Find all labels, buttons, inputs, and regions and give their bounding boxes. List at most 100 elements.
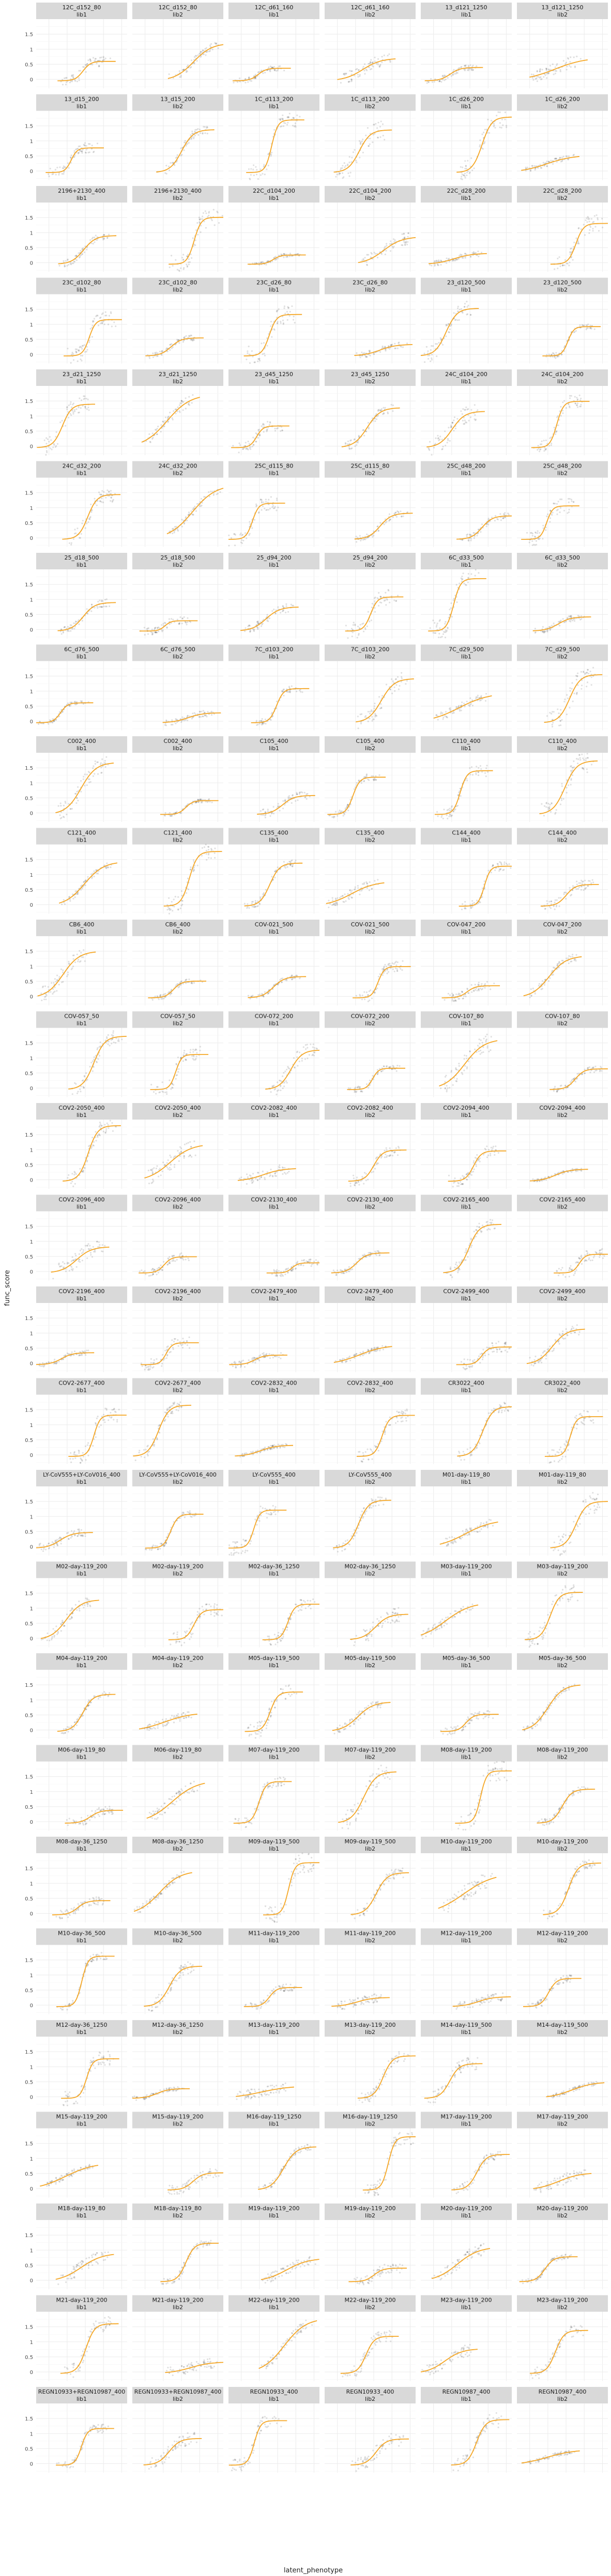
observation-point xyxy=(248,76,250,79)
observation-point xyxy=(373,123,375,126)
y-tick-label: 1 xyxy=(30,781,33,786)
observation-point xyxy=(380,253,383,255)
observation-point xyxy=(401,233,403,235)
observation-point xyxy=(438,81,440,83)
observation-point xyxy=(88,781,90,783)
observation-point xyxy=(480,768,482,770)
observation-point xyxy=(230,537,233,539)
observation-point xyxy=(76,348,78,350)
observation-point xyxy=(60,805,62,807)
observation-point xyxy=(96,605,98,607)
observation-point xyxy=(263,424,265,426)
observation-point xyxy=(378,774,380,776)
observation-point xyxy=(45,447,48,449)
facet-strip-title: 6C_d33_500 xyxy=(449,554,484,561)
observation-point xyxy=(453,416,456,418)
facet-strip-library: lib2 xyxy=(173,287,183,293)
observation-point xyxy=(288,797,291,799)
observation-point xyxy=(55,436,57,438)
observation-point xyxy=(194,505,196,508)
observation-point xyxy=(276,311,278,313)
observation-point xyxy=(52,722,54,724)
observation-point xyxy=(463,423,465,425)
observation-point xyxy=(71,702,73,704)
observation-point xyxy=(560,619,562,622)
observation-point xyxy=(388,345,390,347)
observation-point xyxy=(192,712,194,715)
facet-strip-title: 22C_d104_200 xyxy=(349,188,391,194)
observation-point xyxy=(395,600,398,602)
observation-point xyxy=(565,620,567,623)
observation-point xyxy=(342,165,344,167)
observation-point xyxy=(338,174,340,176)
observation-point xyxy=(87,59,89,61)
observation-point xyxy=(542,162,544,164)
observation-point xyxy=(466,172,468,174)
observation-point xyxy=(481,252,483,254)
y-tick-label: 1.5 xyxy=(25,307,33,313)
observation-point xyxy=(213,493,215,495)
observation-point xyxy=(249,533,251,535)
observation-point xyxy=(192,508,194,510)
observation-point xyxy=(443,809,445,811)
observation-point xyxy=(171,347,173,349)
observation-point xyxy=(247,81,249,83)
y-tick-label: 1 xyxy=(30,689,33,695)
observation-point xyxy=(546,77,548,79)
observation-point xyxy=(75,255,78,257)
observation-point xyxy=(93,875,95,877)
observation-point xyxy=(474,414,476,416)
observation-point xyxy=(246,537,248,539)
observation-point xyxy=(92,767,94,769)
observation-point xyxy=(176,618,178,620)
observation-point xyxy=(464,65,466,67)
observation-point xyxy=(448,815,450,817)
observation-point xyxy=(476,766,478,768)
observation-point xyxy=(265,499,267,501)
observation-point xyxy=(91,336,93,338)
observation-point xyxy=(98,65,100,67)
observation-point xyxy=(65,81,67,83)
observation-point xyxy=(198,129,201,131)
observation-point xyxy=(573,153,575,156)
plot-area xyxy=(325,386,416,455)
observation-point xyxy=(534,78,537,80)
observation-point xyxy=(96,504,98,506)
observation-point xyxy=(440,711,442,713)
observation-point xyxy=(183,720,185,722)
observation-point xyxy=(214,42,216,44)
observation-point xyxy=(111,501,113,503)
observation-point xyxy=(73,156,75,158)
observation-point xyxy=(70,263,72,266)
observation-point xyxy=(546,630,548,632)
observation-point xyxy=(372,141,374,143)
observation-point xyxy=(59,814,61,816)
observation-point xyxy=(570,770,572,772)
facet-strip-title: 6C_d76_500 xyxy=(160,646,195,653)
observation-point xyxy=(103,234,105,236)
observation-point xyxy=(84,527,86,529)
observation-point xyxy=(430,349,432,351)
observation-point xyxy=(238,442,240,444)
observation-point xyxy=(87,151,89,153)
observation-point xyxy=(569,498,571,500)
observation-point xyxy=(541,167,543,169)
observation-point xyxy=(240,532,242,534)
observation-point xyxy=(444,430,446,432)
observation-point xyxy=(381,123,384,125)
observation-point xyxy=(208,491,210,493)
observation-point xyxy=(451,814,453,816)
observation-point xyxy=(200,56,202,58)
observation-point xyxy=(110,866,112,868)
observation-point xyxy=(541,440,543,442)
observation-point xyxy=(75,254,78,256)
observation-point xyxy=(101,498,103,500)
observation-point xyxy=(364,355,367,357)
y-tick-label: 0 xyxy=(30,169,33,175)
observation-point xyxy=(64,266,66,268)
observation-point xyxy=(555,809,557,811)
observation-point xyxy=(576,55,578,57)
observation-point xyxy=(178,404,181,406)
